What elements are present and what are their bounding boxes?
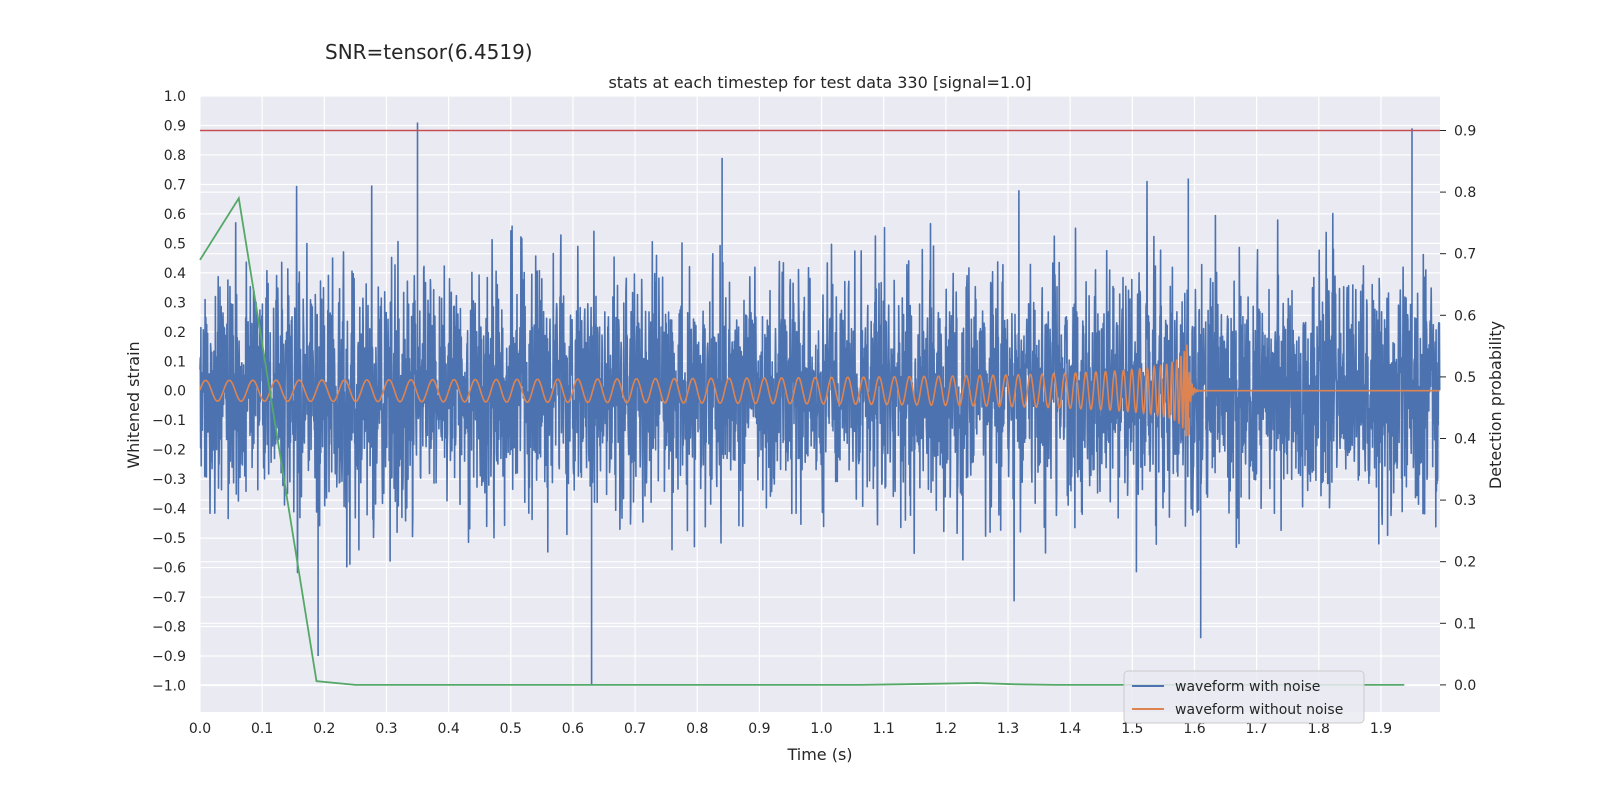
series-waveform-without-noise	[199, 344, 1440, 437]
y-right-axis-label: Detection probability	[1486, 321, 1505, 489]
y-right-tick-label: 0.4	[1454, 431, 1476, 447]
chart-title: stats at each timestep for test data 330…	[608, 73, 1031, 92]
x-tick-label: 1.2	[935, 721, 957, 737]
legend-box	[1123, 670, 1365, 724]
series-waveform-with-noise	[199, 122, 1441, 686]
y-tick-label: −0.1	[152, 413, 186, 429]
y-tick-label: 0.7	[164, 177, 186, 193]
y-axis-ticks: 1.0 0.9 0.8 0.7 0.6 0.5 0.4 0.3 0.2 0.1 0.0 −0.1 −0.…	[152, 89, 186, 694]
x-tick-label: 1.5	[1121, 721, 1143, 737]
y-right-tick-label: 0.3	[1454, 493, 1476, 509]
y-tick-label: 0.3	[164, 295, 186, 311]
x-tick-label: 1.6	[1183, 721, 1205, 737]
x-tick-label: 0.4	[437, 721, 459, 737]
y-tick-label: −1.0	[152, 678, 186, 694]
y-right-axis-ticks: 0.9 0.8 0.7 0.6 0.5 0.4 0.3 0.2 0.1 0.0	[1440, 123, 1476, 694]
x-axis-ticks: 0.0 0.1 0.2 0.3 0.4 0.5 0.6 0.7 0.8 0.9 1.0 1.1 1.2 1…	[189, 721, 1392, 737]
x-tick-label: 0.9	[748, 721, 770, 737]
x-tick-label: 0.0	[189, 721, 211, 737]
y-tick-label: −0.7	[152, 590, 186, 606]
y-right-tick-label: 0.5	[1454, 370, 1476, 386]
x-tick-label: 0.1	[251, 721, 273, 737]
y-tick-label: −0.3	[152, 472, 186, 488]
x-tick-label: 0.8	[686, 721, 708, 737]
y-right-tick-label: 0.6	[1454, 308, 1476, 324]
y-axis-label: Whitened strain	[124, 341, 143, 468]
y-right-tick-label: 0.8	[1454, 185, 1476, 201]
y-tick-label: −0.5	[152, 531, 186, 547]
y-right-tick-label: 0.2	[1454, 555, 1476, 571]
y-tick-label: 0.1	[164, 354, 186, 370]
legend-label-clean: waveform without noise	[1175, 702, 1343, 718]
y-tick-label: −0.6	[152, 561, 186, 577]
y-tick-label: 0.8	[164, 148, 186, 164]
x-tick-label: 0.5	[500, 721, 522, 737]
y-tick-label: 0.4	[164, 266, 186, 282]
x-tick-label: 0.2	[313, 721, 335, 737]
legend-label-noisy: waveform with noise	[1175, 679, 1320, 695]
y-right-tick-label: 0.0	[1454, 678, 1476, 694]
x-axis-label: Time (s)	[786, 745, 852, 764]
x-tick-label: 0.6	[562, 721, 584, 737]
y-right-tick-label: 0.9	[1454, 123, 1476, 139]
y-right-tick-label: 0.1	[1454, 616, 1476, 632]
x-tick-label: 1.1	[873, 721, 895, 737]
y-tick-label: 0.9	[164, 118, 186, 134]
y-tick-label: −0.4	[152, 502, 186, 518]
x-tick-label: 1.4	[1059, 721, 1081, 737]
x-tick-label: 1.7	[1246, 721, 1268, 737]
waveform-with-noise-line	[199, 122, 1441, 686]
page-title: SNR=tensor(6.4519)	[325, 40, 533, 64]
x-tick-label: 0.7	[624, 721, 646, 737]
y-tick-label: 0.5	[164, 236, 186, 252]
y-tick-label: 1.0	[164, 89, 186, 105]
x-tick-label: 1.9	[1370, 721, 1392, 737]
x-tick-label: 1.8	[1308, 721, 1330, 737]
y-tick-label: 0.0	[164, 384, 186, 400]
y-tick-label: −0.9	[152, 649, 186, 665]
y-tick-label: −0.8	[152, 620, 186, 636]
x-tick-label: 1.0	[810, 721, 832, 737]
x-tick-label: 0.3	[375, 721, 397, 737]
legend: waveform with noise waveform without noi…	[1123, 670, 1365, 724]
waveform-without-noise-line	[199, 344, 1440, 437]
y-tick-label: −0.2	[152, 443, 186, 459]
y-tick-label: 0.6	[164, 207, 186, 223]
y-tick-label: 0.2	[164, 325, 186, 341]
x-tick-label: 1.3	[997, 721, 1019, 737]
y-right-tick-label: 0.7	[1454, 247, 1476, 263]
